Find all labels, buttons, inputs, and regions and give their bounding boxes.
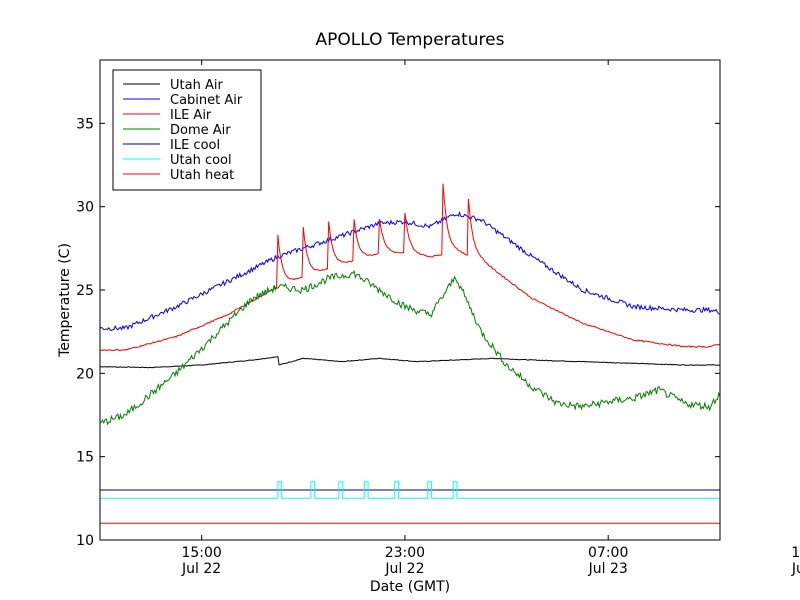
legend-label: ILE cool [170, 138, 220, 153]
x-tick-label-date: Jul 23 [588, 561, 628, 577]
y-tick-label: 30 [76, 200, 94, 216]
x-tick-label-date: Jul 22 [181, 561, 221, 577]
y-tick-label: 35 [76, 116, 94, 132]
legend-box [112, 69, 262, 191]
x-tick-label-date: Jul 23 [791, 561, 800, 577]
series-line-ile-cool [100, 489, 720, 491]
legend-label: ILE Air [170, 108, 212, 123]
legend-label: Utah Air [170, 78, 223, 93]
legend-label: Dome Air [170, 123, 231, 138]
x-tick-label-date: Jul 22 [384, 561, 424, 577]
legend-label: Utah heat [170, 168, 234, 183]
x-tick-label-time: 15:00 [791, 545, 800, 561]
y-tick-label: 10 [76, 533, 94, 549]
y-tick-label: 20 [76, 366, 94, 382]
x-tick-label-time: 15:00 [181, 545, 221, 561]
legend-label: Cabinet Air [170, 93, 243, 108]
y-axis-label: Temperature (C) [57, 243, 73, 358]
series-line-utah-air [100, 356, 720, 369]
plot-frame [99, 59, 721, 541]
y-tick-label: 25 [76, 283, 94, 299]
series-group [100, 183, 720, 524]
x-axis-label: Date (GMT) [370, 579, 450, 595]
series-line-cabinet-air [100, 211, 720, 332]
series-line-dome-air [100, 269, 720, 426]
x-tick-label-time: 07:00 [588, 545, 628, 561]
x-tick-label-time: 23:00 [385, 545, 425, 561]
legend-label: Utah cool [170, 153, 232, 168]
y-tick-label: 15 [76, 450, 94, 466]
chart-title: APOLLO Temperatures [316, 30, 505, 50]
series-line-utah-cool [100, 481, 720, 499]
series-line-ile-air [100, 183, 720, 352]
